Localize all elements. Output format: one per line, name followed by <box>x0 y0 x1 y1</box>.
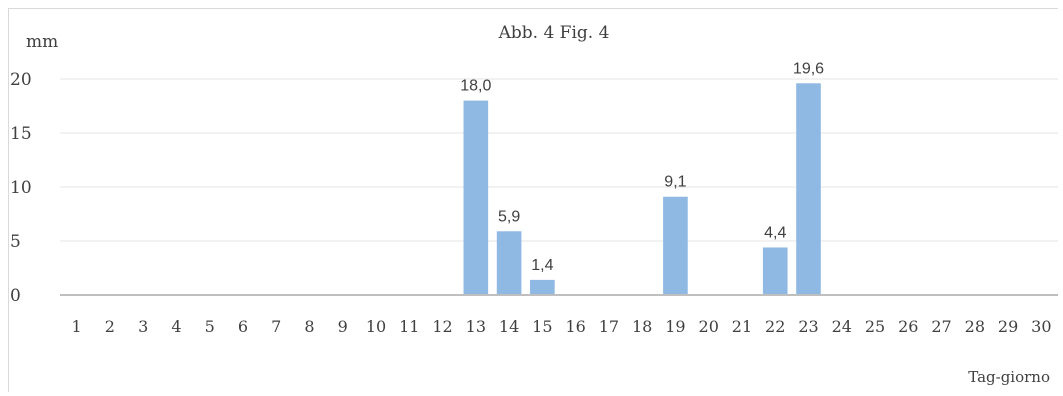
x-tick-label: 3 <box>138 317 148 336</box>
x-tick-label: 15 <box>532 317 552 336</box>
x-tick-label: 6 <box>238 317 248 336</box>
x-tick-label: 2 <box>105 317 115 336</box>
x-tick-label: 23 <box>798 317 818 336</box>
x-tick-label: 22 <box>765 317 785 336</box>
x-tick-label: 1 <box>72 317 82 336</box>
x-tick-label: 26 <box>898 317 918 336</box>
y-axis-label: mm <box>26 32 58 52</box>
x-tick-label: 18 <box>632 317 652 336</box>
data-label: 19,6 <box>793 60 824 77</box>
x-tick-label: 20 <box>699 317 719 336</box>
bars <box>463 83 821 295</box>
x-axis-label: Tag-giorno <box>968 368 1050 386</box>
x-tick-label: 11 <box>399 317 419 336</box>
x-tick-label: 14 <box>499 317 519 336</box>
x-tick-label: 12 <box>432 317 452 336</box>
y-tick-label: 15 <box>10 124 32 144</box>
data-label: 5,9 <box>498 208 520 225</box>
x-tick-label: 27 <box>931 317 951 336</box>
x-tick-label: 24 <box>832 317 852 336</box>
x-tick-label: 5 <box>205 317 215 336</box>
x-tick-labels: 1 2 3 4 5 6 7 8 9 10 11 12 13 14 15 16 17 18 19 20 21 22 23 24 2… <box>72 317 1052 336</box>
data-label: 18,0 <box>460 78 491 95</box>
gridlines <box>60 78 1058 242</box>
y-tick-labels: 0 5 10 15 20 <box>10 70 32 306</box>
x-tick-label: 21 <box>732 317 752 336</box>
bar <box>463 100 489 295</box>
y-tick-label: 10 <box>10 178 32 198</box>
x-tick-label: 7 <box>271 317 281 336</box>
x-tick-label: 9 <box>338 317 348 336</box>
x-tick-label: 30 <box>1031 317 1051 336</box>
x-tick-label: 19 <box>665 317 685 336</box>
bar <box>530 279 555 295</box>
bar <box>796 83 821 295</box>
x-tick-label: 10 <box>366 317 386 336</box>
x-tick-label: 17 <box>599 317 619 336</box>
x-tick-label: 16 <box>565 317 585 336</box>
bar <box>663 196 688 295</box>
x-tick-label: 29 <box>998 317 1018 336</box>
data-label: 4,4 <box>764 224 786 241</box>
chart-title: Abb. 4 Fig. 4 <box>498 23 610 43</box>
x-tick-label: 8 <box>304 317 314 336</box>
y-tick-label: 0 <box>10 286 21 306</box>
bar <box>496 231 522 295</box>
x-tick-label: 28 <box>965 317 985 336</box>
chart-frame <box>8 8 1058 392</box>
x-tick-label: 4 <box>171 317 181 336</box>
data-labels: 18,0 5,9 1,4 9,1 4,4 19,6 <box>460 60 824 274</box>
bar <box>762 247 788 295</box>
x-tick-label: 25 <box>865 317 885 336</box>
y-tick-label: 5 <box>10 232 21 252</box>
data-label: 1,4 <box>531 257 553 274</box>
y-tick-label: 20 <box>10 70 32 90</box>
data-label: 9,1 <box>664 174 686 191</box>
x-tick-label: 13 <box>466 317 486 336</box>
